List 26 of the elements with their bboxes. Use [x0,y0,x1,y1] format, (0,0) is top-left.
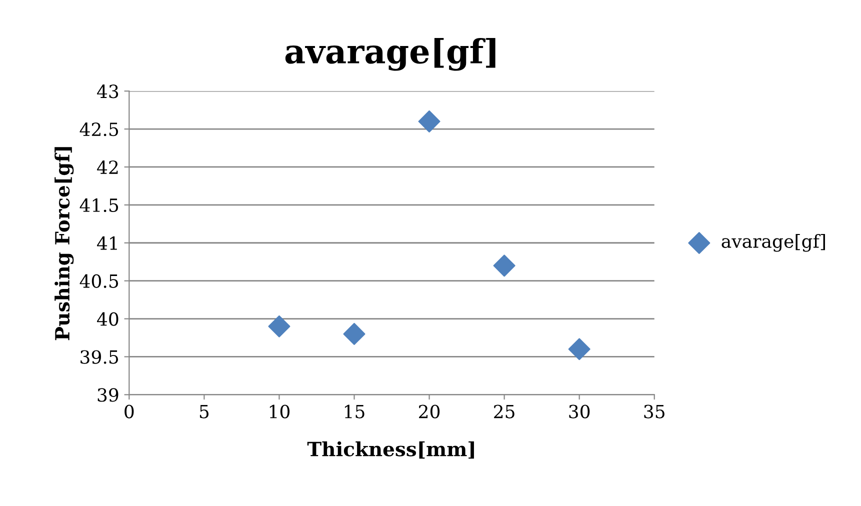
x-tick-label: 15 [344,404,364,418]
point [493,254,516,277]
point [418,110,440,132]
y-tick-label: 40.5 [80,274,118,288]
x-tick-label: 0 [124,404,134,418]
y-tick-label: 39 [98,388,118,402]
x-tick-label: 5 [200,404,209,418]
y-tick-label: 41 [97,236,117,250]
x-axis-title: Thickness[mm] [307,441,474,459]
y-tick-label: 39.5 [80,350,118,364]
y-tick-label: 42 [97,160,118,174]
point [343,322,366,345]
y-tick-label: 40 [97,312,118,326]
y-axis-title: Pushing Force[gf] [54,147,74,340]
legend-label: avarage[gf] [722,234,825,252]
x-tick-label: 20 [419,404,440,418]
y-tick-label: 41.5 [80,198,118,212]
point [268,315,290,338]
chart-title: avarage[gf] [285,38,496,71]
x-tick-label: 10 [270,404,290,418]
x-tick-label: 35 [644,404,664,418]
y-tick-label: 43 [97,84,118,98]
y-tick-label: 42.5 [80,122,118,136]
point [568,338,590,360]
x-tick-label: 30 [569,404,590,418]
x-tick-label: 25 [494,404,514,418]
